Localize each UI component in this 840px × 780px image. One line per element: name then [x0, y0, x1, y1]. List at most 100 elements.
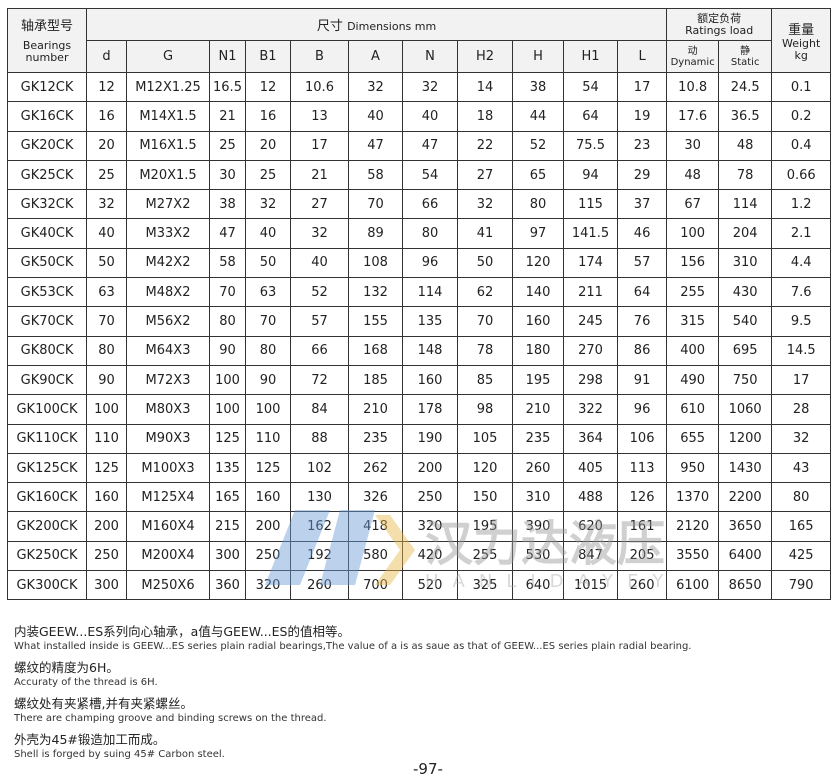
table-cell: 141.5 [563, 218, 618, 249]
table-row: GK25CK 25 M20X1.5 30 25 21 58 54 27 65 94 29 48 78 0.6… [7, 159, 832, 191]
table-cell: 78 [457, 335, 513, 366]
table-cell: 540 [718, 306, 773, 337]
table-cell: 190 [402, 423, 458, 454]
table-cell: 160 [402, 364, 458, 396]
table-cell: 250 [245, 540, 291, 572]
table-cell: 215 [209, 511, 246, 542]
column-header-l: L [616, 40, 668, 73]
table-cell: 204 [718, 218, 773, 249]
table-cell: 16 [245, 101, 291, 132]
table-cell: GK20CK [7, 130, 87, 161]
table-row: GK20CK 20 M16X1.5 25 20 17 47 47 22 52 75.5 23 30 48 0… [7, 130, 832, 161]
table-row: GK160CK 160 M125X4 165 160 130 326 250 150 310 488… [7, 482, 832, 513]
column-header-b: B [290, 40, 349, 73]
table-cell: 178 [402, 394, 458, 425]
table-cell: 36.5 [718, 101, 773, 132]
table-cell: 22 [457, 130, 513, 161]
table-row: GK300CK 300 M250X6 360 320 260 700 520 325 640 101… [7, 570, 832, 601]
table-cell: 270 [563, 335, 618, 366]
table-row: GK32CK 32 M27X2 38 32 27 70 66 32 80 115 37 67 114 1.2 [7, 189, 832, 220]
table-cell: 66 [290, 335, 349, 366]
table-cell: 75.5 [563, 130, 618, 161]
table-cell: 400 [666, 335, 720, 366]
table-cell: 115 [563, 189, 618, 220]
table-cell: 110 [245, 423, 291, 454]
table-cell: 135 [209, 452, 246, 484]
notes: 内装GEEW...ES系列向心轴承，a值与GEEW...ES的值相等。 What … [14, 624, 692, 768]
table-cell: M200X4 [126, 540, 210, 572]
table-cell: GK40CK [7, 218, 87, 249]
dynamic-header: 动 Dynamic [666, 40, 720, 73]
table-cell: 160 [512, 306, 564, 337]
table-cell: 100 [209, 364, 246, 396]
table-cell: 70 [245, 306, 291, 337]
table-cell: 27 [457, 159, 513, 191]
column-header-a: A [348, 40, 403, 73]
table-cell: 360 [209, 570, 246, 601]
column-header-g: G [126, 40, 210, 73]
table-cell: 100 [86, 394, 127, 425]
table-cell: 32 [290, 218, 349, 249]
table-cell: 102 [290, 452, 349, 484]
table-cell: 40 [290, 247, 349, 279]
table-cell: 298 [563, 364, 618, 396]
table-cell: GK200CK [7, 511, 87, 542]
table-cell: GK16CK [7, 101, 87, 132]
table-cell: 655 [666, 423, 720, 454]
table-cell: 7.6 [771, 277, 832, 308]
table-cell: 32 [348, 71, 403, 103]
table-cell: M160X4 [126, 511, 210, 542]
table-cell: 54 [402, 159, 458, 191]
table-cell: 70 [209, 277, 246, 308]
table-cell: 162 [290, 511, 349, 542]
table-cell: 50 [457, 247, 513, 279]
table-cell: 108 [348, 247, 403, 279]
table-cell: 100 [666, 218, 720, 249]
bearing-header: 轴承型号 Bearings number [7, 8, 87, 73]
table-cell: 200 [402, 452, 458, 484]
table-cell: M56X2 [126, 306, 210, 337]
table-cell: 21 [290, 159, 349, 191]
table-cell: 150 [457, 482, 513, 513]
table-cell: 310 [718, 247, 773, 279]
table-row: GK100CK 100 M80X3 100 100 84 210 178 98 210 322 96 6… [7, 394, 832, 425]
table-row: GK12CK 12 M12X1.25 16.5 12 10.6 32 32 14 38 54 17 10… [7, 71, 832, 103]
table-cell: 41 [457, 218, 513, 249]
table-cell: 4.4 [771, 247, 832, 279]
table-cell: 9.5 [771, 306, 832, 337]
table-cell: 126 [616, 482, 668, 513]
table-cell: 16 [86, 101, 127, 132]
table-cell: 90 [245, 364, 291, 396]
table-cell: 19 [616, 101, 668, 132]
table-cell: 80 [86, 335, 127, 366]
table-cell: 405 [563, 452, 618, 484]
table-cell: 80 [209, 306, 246, 337]
table-cell: 610 [666, 394, 720, 425]
table-cell: 67 [666, 189, 720, 220]
table-cell: 185 [348, 364, 403, 396]
table-cell: 790 [771, 570, 832, 601]
table-cell: 90 [209, 335, 246, 366]
column-header-b1: B1 [245, 40, 291, 73]
table-cell: 50 [245, 247, 291, 279]
table-cell: 200 [245, 511, 291, 542]
table-cell: 847 [563, 540, 618, 572]
table-cell: M64X3 [126, 335, 210, 366]
table-cell: 322 [563, 394, 618, 425]
table-cell: 255 [666, 277, 720, 308]
table-cell: M14X1.5 [126, 101, 210, 132]
table-cell: M33X2 [126, 218, 210, 249]
table-cell: 30 [666, 130, 720, 161]
table-cell: 260 [616, 570, 668, 601]
table-cell: 38 [209, 189, 246, 220]
table-cell: 40 [86, 218, 127, 249]
table-cell: 1430 [718, 452, 773, 484]
table-cell: 46 [616, 218, 668, 249]
column-header-h1: H1 [563, 40, 618, 73]
table-cell: 245 [563, 306, 618, 337]
table-cell: 14 [457, 71, 513, 103]
table-cell: 76 [616, 306, 668, 337]
table-cell: 91 [616, 364, 668, 396]
table-cell: 114 [402, 277, 458, 308]
table-cell: 260 [290, 570, 349, 601]
